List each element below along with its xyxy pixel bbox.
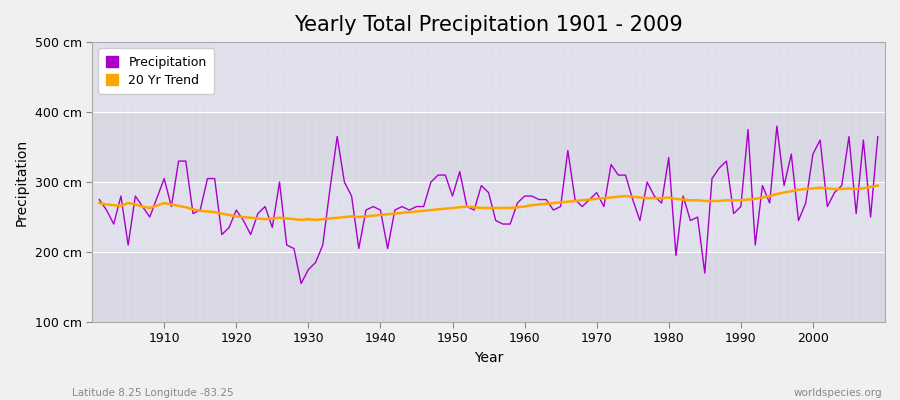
- 20 Yr Trend: [224, 212, 235, 217]
- Precipitation: [469, 208, 480, 212]
- Y-axis label: Precipitation: Precipitation: [15, 138, 29, 226]
- 20 Yr Trend: [872, 183, 883, 188]
- Line: 20 Yr Trend: 20 Yr Trend: [99, 186, 878, 220]
- Bar: [92, 182, 885, 252]
- X-axis label: Year: Year: [474, 351, 503, 365]
- Precipitation: [793, 218, 804, 223]
- 20 Yr Trend: [469, 205, 480, 210]
- Precipitation: [721, 159, 732, 164]
- Precipitation: [224, 225, 235, 230]
- Line: Precipitation: Precipitation: [99, 126, 878, 284]
- 20 Yr Trend: [296, 218, 307, 222]
- Bar: [92, 112, 885, 182]
- Precipitation: [778, 183, 789, 188]
- Bar: [92, 252, 885, 322]
- Text: Latitude 8.25 Longitude -83.25: Latitude 8.25 Longitude -83.25: [72, 388, 234, 398]
- 20 Yr Trend: [865, 184, 876, 189]
- 20 Yr Trend: [94, 201, 104, 206]
- Title: Yearly Total Precipitation 1901 - 2009: Yearly Total Precipitation 1901 - 2009: [294, 15, 683, 35]
- Text: worldspecies.org: worldspecies.org: [794, 388, 882, 398]
- 20 Yr Trend: [721, 198, 732, 203]
- Precipitation: [872, 134, 883, 139]
- Precipitation: [296, 281, 307, 286]
- Bar: [92, 42, 885, 112]
- Precipitation: [771, 124, 782, 128]
- Legend: Precipitation, 20 Yr Trend: Precipitation, 20 Yr Trend: [98, 48, 214, 94]
- Precipitation: [94, 197, 104, 202]
- 20 Yr Trend: [771, 192, 782, 196]
- Precipitation: [180, 159, 191, 164]
- 20 Yr Trend: [180, 205, 191, 210]
